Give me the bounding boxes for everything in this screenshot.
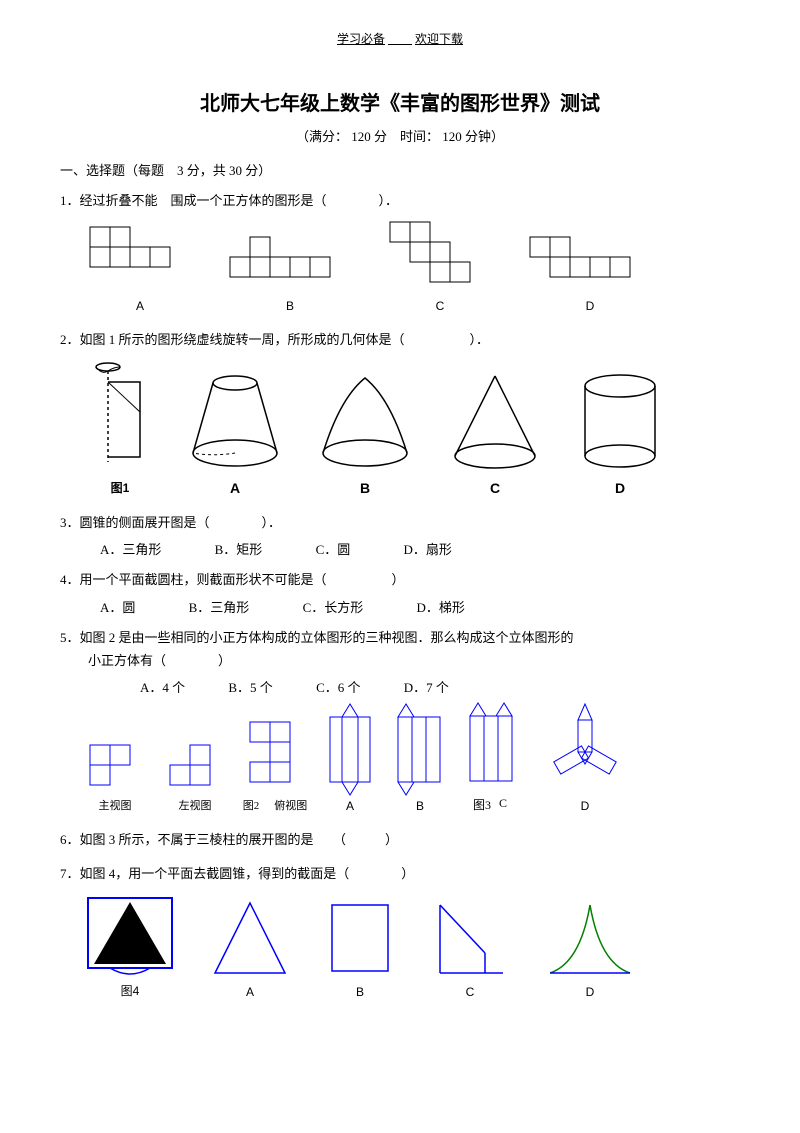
q5-fig3-label-d: D (581, 799, 590, 813)
q3-opt-d: D．扇形 (403, 539, 451, 558)
header-prefix: 学习必备 (337, 32, 385, 46)
q1-option-c (380, 217, 500, 297)
q1-label-c: C (436, 299, 445, 313)
section-heading: 一、选择题（每题 3 分，共 30 分） (60, 160, 740, 179)
q5-fig3-label-a: A (346, 799, 354, 813)
q2-option-a (180, 368, 290, 478)
q5-fig3-a (320, 702, 380, 797)
q1-label-a: A (136, 299, 144, 313)
q7-option-a (205, 893, 295, 983)
q5-fig3-c (460, 701, 520, 796)
q4-options: A．圆 B．三角形 C．长方形 D．梯形 (100, 597, 740, 616)
q2-option-d (570, 368, 670, 478)
question-2: 2．如图 1 所示的图形绕虚线旋转一周，所形成的几何体是（ ）． (60, 328, 740, 351)
q1-option-d (520, 232, 660, 297)
q5-opt-b: B．5 个 (228, 677, 272, 696)
q4-opt-d: D．梯形 (416, 597, 464, 616)
question-3: 3．圆锥的侧面展开图是（ ）． (60, 511, 740, 534)
q1-figures: A B C (80, 217, 740, 313)
q5-top-label: 俯视图 (274, 797, 307, 813)
q5-front-label: 主视图 (99, 797, 132, 813)
q7-figures: 图4 A B C (80, 890, 740, 999)
q5-opt-d: D．7 个 (404, 677, 449, 696)
header-suffix: 欢迎下载 (415, 32, 463, 46)
q2-label-c: C (490, 480, 500, 496)
q7-fig4 (80, 890, 180, 980)
subtitle: （满分： 120 分 时间： 120 分钟） (60, 126, 740, 145)
q5-options: A．4 个 B．5 个 C．6 个 D．7 个 (140, 677, 740, 696)
q5-fig3-b (390, 702, 450, 797)
q2-label-d: D (615, 480, 625, 496)
q5-opt-c: C．6 个 (316, 677, 360, 696)
q7-option-d (540, 893, 640, 983)
q1-option-b (220, 232, 360, 297)
q1-option-a (80, 217, 200, 297)
q5-top-view (240, 717, 310, 797)
q2-option-c (440, 368, 550, 478)
question-6: 6．如图 3 所示，不属于三棱柱的展开图的是 （ ） (60, 828, 740, 851)
q2-label-b: B (360, 480, 370, 496)
q1-label-b: B (286, 299, 294, 313)
q7-label-b: B (356, 985, 364, 999)
page-header: 学习必备 欢迎下载 (60, 30, 740, 47)
q2-option-b (310, 368, 420, 478)
q5-left-view (160, 735, 230, 795)
q5-fig3-label-b: B (416, 799, 424, 813)
q7-label-d: D (586, 985, 595, 999)
question-5: 5．如图 2 是由一些相同的小正方体构成的立体图形的三种视图．那么构成这个立体图… (60, 626, 740, 673)
q2-label-a: A (230, 480, 240, 496)
q3-opt-b: B．矩形 (215, 539, 263, 558)
q1-label-d: D (586, 299, 595, 313)
q5-opt-a: A．4 个 (140, 677, 185, 696)
q4-opt-b: B．三角形 (189, 597, 250, 616)
page-title: 北师大七年级上数学《丰富的图形世界》测试 (60, 87, 740, 116)
q7-fig4-label: 图4 (121, 982, 140, 999)
q7-label-a: A (246, 985, 254, 999)
q7-option-b (320, 893, 400, 983)
q4-opt-a: A．圆 (100, 597, 135, 616)
q4-opt-c: C．长方形 (303, 597, 364, 616)
q2-fig1 (80, 357, 160, 477)
q2-figures: 图1 A B (80, 357, 740, 496)
q5-front-view (80, 735, 150, 795)
q3-opt-a: A．三角形 (100, 539, 161, 558)
q3-options: A．三角形 B．矩形 C．圆 D．扇形 (100, 539, 740, 558)
q2-fig1-label: 图1 (111, 479, 130, 496)
q5-left-label: 左视图 (179, 797, 212, 813)
question-4: 4．用一个平面截圆柱，则截面形状不可能是（ ） (60, 568, 740, 591)
q7-label-c: C (466, 985, 475, 999)
q5-fig3-d (530, 702, 640, 797)
q5-figures: 主视图 左视图 图2 俯视图 (80, 701, 740, 813)
q5-fig2-label: 图2 (243, 797, 260, 813)
q7-option-c (425, 893, 515, 983)
q3-opt-c: C．圆 (316, 539, 351, 558)
question-1: 1．经过折叠不能 围成一个正方体的图形是（ ）． (60, 189, 740, 212)
q5-fig3-label: 图3 (473, 796, 491, 813)
question-7: 7．如图 4，用一个平面去截圆锥，得到的截面是（ ） (60, 862, 740, 885)
q5-fig3-label-c: C (499, 796, 507, 813)
